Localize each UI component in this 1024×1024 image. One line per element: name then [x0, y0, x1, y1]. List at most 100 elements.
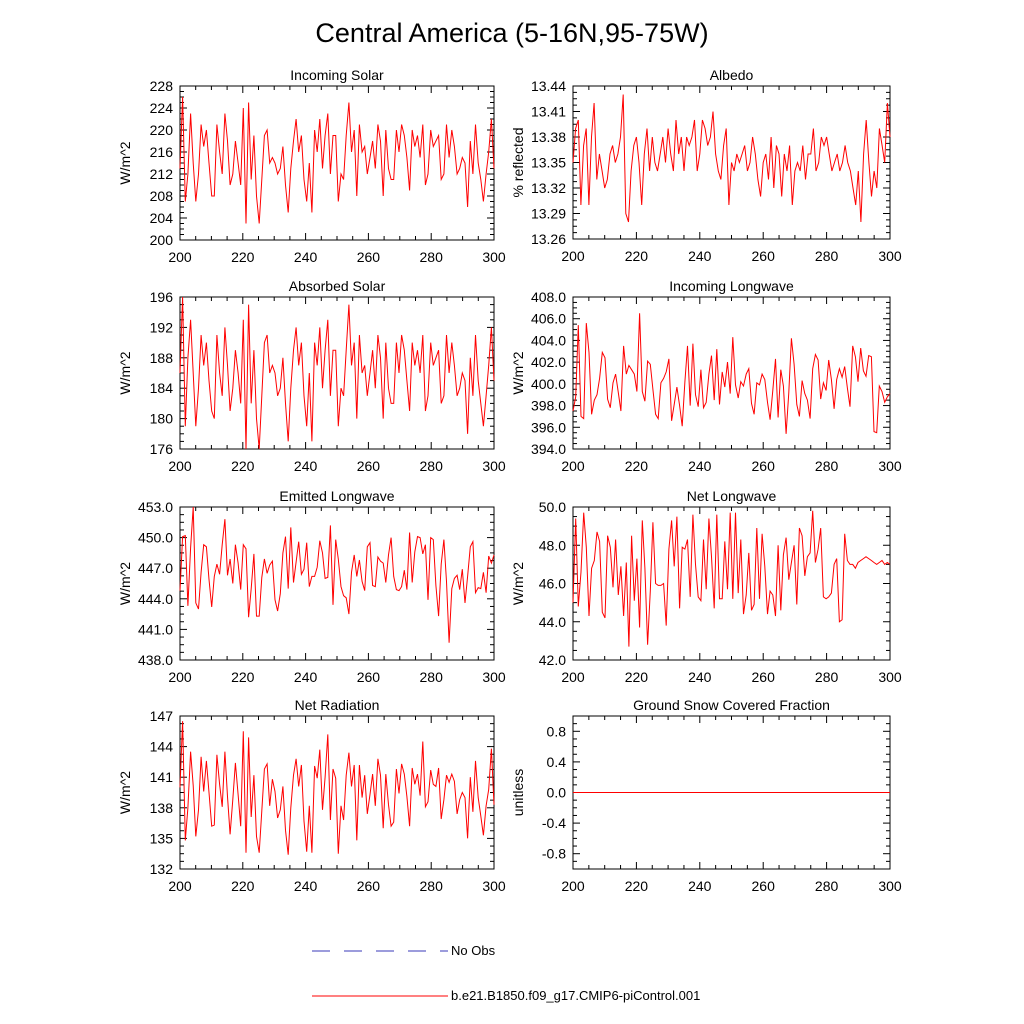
panel-title: Ground Snow Covered Fraction	[633, 697, 830, 713]
y-axis-label: W/m^2	[510, 351, 526, 394]
y-tick-label: -0.8	[542, 846, 566, 862]
x-tick-label: 260	[752, 669, 776, 685]
chart-panel: Emitted Longwave W/m^2 200 220 240 260 280 300 4…	[117, 488, 506, 685]
panel-title: Absorbed Solar	[289, 278, 386, 294]
y-axis-label: unitless	[510, 769, 526, 816]
y-tick-label: 450.0	[138, 530, 173, 546]
x-tick-label: 280	[815, 458, 839, 474]
series-line	[179, 506, 495, 643]
y-tick-label: 50.0	[539, 499, 566, 515]
x-tick-label: 240	[688, 458, 712, 474]
y-tick-label: 13.32	[531, 180, 566, 196]
y-tick-label: 0.0	[547, 785, 567, 801]
x-tick-label: 300	[482, 878, 506, 894]
series-line	[572, 313, 891, 434]
x-tick-label: 300	[482, 458, 506, 474]
x-tick-label: 260	[357, 669, 381, 685]
x-tick-label: 260	[357, 249, 381, 265]
x-tick-label: 300	[878, 248, 902, 264]
y-tick-label: 42.0	[539, 652, 566, 668]
chart-panel: Net Longwave W/m^2 200 220 240 260 280 300 42.0 4…	[510, 488, 902, 685]
y-tick-label: 447.0	[138, 560, 173, 576]
panel-title: Net Radiation	[295, 697, 380, 713]
series-line	[572, 510, 891, 647]
x-tick-label: 280	[815, 878, 839, 894]
x-tick-label: 220	[625, 878, 649, 894]
y-tick-label: 398.0	[531, 398, 566, 414]
x-tick-label: 220	[231, 878, 255, 894]
y-tick-label: 208	[150, 188, 174, 204]
x-tick-label: 300	[878, 458, 902, 474]
y-tick-label: 48.0	[539, 537, 566, 553]
y-tick-label: 200	[150, 232, 174, 248]
y-tick-label: 192	[150, 319, 174, 335]
chart-panel: Ground Snow Covered Fraction unitless 200 2…	[510, 697, 902, 894]
y-axis-label: W/m^2	[117, 351, 133, 394]
series-line	[179, 96, 495, 224]
x-tick-label: 280	[420, 878, 444, 894]
y-tick-label: 147	[150, 708, 174, 724]
x-tick-label: 200	[168, 458, 192, 474]
x-tick-label: 220	[625, 458, 649, 474]
x-tick-label: 200	[168, 669, 192, 685]
x-tick-label: 280	[420, 249, 444, 265]
y-tick-label: 46.0	[539, 576, 566, 592]
x-tick-label: 200	[561, 878, 585, 894]
x-tick-label: 240	[688, 878, 712, 894]
y-tick-label: 144	[150, 739, 174, 755]
panel-title: Incoming Longwave	[669, 278, 794, 294]
x-tick-label: 260	[752, 458, 776, 474]
y-axis-label: W/m^2	[117, 771, 133, 814]
y-tick-label: 0.4	[547, 754, 567, 770]
x-tick-label: 220	[231, 458, 255, 474]
x-tick-label: 220	[231, 669, 255, 685]
y-tick-label: 404.0	[531, 332, 566, 348]
panels: Incoming Solar W/m^2 200 220 240 260 280 300 200…	[117, 67, 902, 894]
x-tick-label: 220	[625, 248, 649, 264]
y-tick-label: 184	[150, 380, 174, 396]
y-tick-label: 13.44	[531, 78, 566, 94]
x-tick-label: 240	[294, 249, 318, 265]
y-tick-label: 224	[150, 100, 174, 116]
x-tick-label: 240	[294, 669, 318, 685]
y-tick-label: 196	[150, 289, 174, 305]
x-tick-label: 280	[815, 669, 839, 685]
y-tick-label: 444.0	[138, 591, 173, 607]
y-tick-label: 0.8	[547, 723, 567, 739]
chart-panel: Incoming Longwave W/m^2 200 220 240 260 280 300…	[510, 278, 902, 474]
y-tick-label: 453.0	[138, 499, 173, 515]
x-tick-label: 260	[752, 248, 776, 264]
x-tick-label: 300	[482, 249, 506, 265]
x-tick-label: 260	[357, 458, 381, 474]
plot-frame	[572, 506, 891, 661]
y-tick-label: 441.0	[138, 621, 173, 637]
y-tick-label: 228	[150, 78, 174, 94]
x-tick-label: 200	[561, 669, 585, 685]
x-tick-label: 300	[482, 669, 506, 685]
x-tick-label: 260	[357, 878, 381, 894]
y-tick-label: 44.0	[539, 614, 566, 630]
y-tick-label: 135	[150, 830, 174, 846]
y-tick-label: 141	[150, 769, 174, 785]
x-tick-label: 220	[231, 249, 255, 265]
x-tick-label: 240	[688, 669, 712, 685]
x-tick-label: 200	[168, 249, 192, 265]
y-tick-label: 13.35	[531, 155, 566, 171]
y-tick-label: 188	[150, 350, 174, 366]
x-tick-label: 200	[561, 458, 585, 474]
series-line	[179, 296, 495, 450]
chart-panel: Absorbed Solar W/m^2 200 220 240 260 280 300 176…	[117, 278, 506, 474]
y-tick-label: 216	[150, 144, 174, 160]
y-tick-label: 220	[150, 122, 174, 138]
x-tick-label: 200	[561, 248, 585, 264]
series-line	[179, 721, 495, 855]
legend-label-no-obs: No Obs	[451, 943, 496, 958]
y-tick-label: 180	[150, 411, 174, 427]
y-tick-label: 212	[150, 166, 174, 182]
x-tick-label: 300	[878, 669, 902, 685]
y-tick-label: 438.0	[138, 652, 173, 668]
plot-frame	[179, 296, 495, 450]
y-tick-label: 138	[150, 800, 174, 816]
y-tick-label: -0.4	[542, 815, 566, 831]
